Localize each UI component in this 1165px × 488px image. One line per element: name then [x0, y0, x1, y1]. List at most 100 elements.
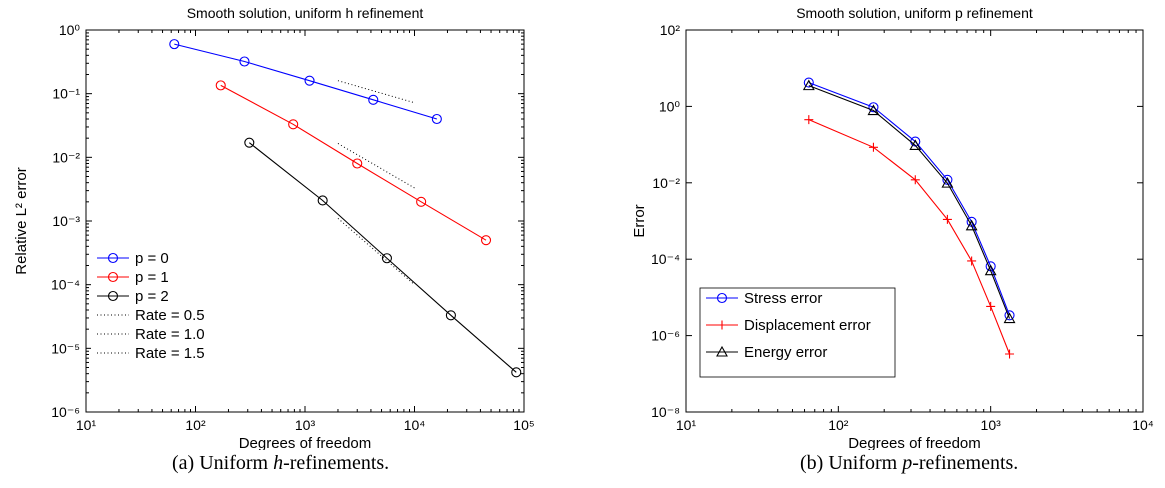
y-tick-label: 10⁻⁴: [651, 251, 680, 267]
data-point: [511, 367, 522, 378]
legend-marker: [716, 292, 728, 304]
y-tick-label: 10⁻⁴: [51, 277, 80, 293]
y-tick-label: 10⁻²: [52, 149, 80, 165]
data-point: [1003, 312, 1016, 324]
x-tick-label: 10⁵: [513, 417, 534, 433]
data-point: [1004, 310, 1015, 321]
y-tick-label: 10⁰: [659, 98, 681, 114]
data-point: [986, 301, 996, 311]
data-point: [803, 77, 814, 88]
legend-label: Rate = 0.5: [135, 307, 205, 324]
y-tick-label: 10⁻⁵: [51, 340, 80, 356]
series-p-0: [169, 39, 442, 125]
chart-a-x-axis-label: Degrees of freedom: [239, 435, 372, 450]
caption-a-italic: h: [273, 452, 284, 474]
chart-b-x-axis-label: Degrees of freedom: [848, 435, 981, 450]
x-tick-label: 10¹: [676, 417, 697, 433]
legend-marker: [107, 271, 119, 283]
data-point: [416, 196, 427, 207]
legend-label: Rate = 1.5: [135, 345, 205, 362]
caption-a: (a) Uniform h-refinements.: [172, 452, 389, 475]
data-point: [965, 219, 978, 231]
legend-label: p = 2: [135, 288, 169, 305]
data-point: [909, 139, 922, 151]
chart-p-refinement: Smooth solution, uniform p refinement De…: [631, 5, 1154, 450]
data-point: [1005, 349, 1015, 359]
series-line: [808, 85, 1011, 319]
series-rate-0-5: [337, 80, 415, 104]
y-tick-label: 10⁻⁸: [651, 404, 680, 420]
series-line: [220, 84, 487, 241]
series-line: [248, 142, 517, 373]
data-point: [868, 102, 879, 113]
x-tick-label: 10¹: [76, 417, 97, 433]
data-point: [941, 177, 954, 188]
data-point: [317, 195, 328, 206]
x-tick-label: 10⁴: [404, 417, 426, 433]
caption-a-suffix: -refinements.: [283, 452, 390, 474]
y-tick-label: 10⁻⁶: [651, 328, 680, 344]
data-point: [984, 264, 997, 276]
legend-label: p = 0: [135, 250, 169, 267]
legend: Stress error Displacement error Energy err…: [699, 287, 896, 378]
data-point: [445, 310, 456, 321]
legend-marker: [716, 345, 728, 357]
chart-b-title: Smooth solution, uniform p refinement: [796, 5, 1033, 21]
data-point: [288, 119, 299, 130]
legend-label: Energy error: [744, 344, 827, 361]
data-point: [867, 104, 880, 116]
data-point: [244, 137, 255, 148]
legend-label: Rate = 1.0: [135, 326, 205, 343]
series-rate-1-5: [337, 217, 415, 286]
plot-frame: [685, 29, 1144, 413]
series-line: [337, 143, 415, 189]
series-rate-1-0: [337, 143, 415, 189]
legend-marker: [717, 320, 727, 330]
data-point: [304, 75, 315, 86]
data-point: [868, 142, 878, 152]
data-point: [910, 175, 920, 185]
data-point: [942, 174, 953, 185]
y-tick-label: 10⁰: [59, 22, 81, 38]
series-line: [337, 217, 415, 286]
legend-label: p = 1: [135, 269, 169, 286]
data-point: [239, 56, 250, 67]
caption-a-text: Uniform: [199, 452, 269, 474]
series-displacement-error: [804, 115, 1015, 359]
y-tick-label: 10⁻³: [52, 213, 80, 229]
data-point: [942, 214, 952, 224]
data-point: [480, 235, 492, 246]
caption-b-suffix: -refinements.: [912, 452, 1019, 474]
chart-a-y-axis-label: Relative L² error: [13, 167, 30, 275]
legend-marker: [107, 252, 119, 264]
x-tick-label: 10⁴: [1132, 417, 1154, 433]
series-energy-error: [802, 79, 1016, 324]
caption-b-italic: p: [902, 452, 913, 474]
x-tick-label: 10²: [828, 417, 849, 433]
caption-a-label: (a): [172, 452, 195, 474]
chart-a-title: Smooth solution, uniform h refinement: [187, 5, 424, 21]
x-tick-label: 10³: [295, 417, 316, 433]
legend: p = 0 p = 1 p = 2 Rate = 0.5 Rate = 1.0 Rate …: [91, 248, 236, 370]
data-point: [431, 113, 442, 125]
y-tick-label: 10⁻⁶: [51, 404, 80, 420]
series-line: [174, 43, 438, 120]
series-p-1: [215, 80, 492, 246]
series-stress-error: [803, 77, 1015, 321]
legend-box: [699, 287, 896, 378]
x-tick-label: 10²: [185, 417, 206, 433]
figure-canvas: Smooth solution, uniform h refinement De…: [13, 5, 1154, 450]
data-point: [967, 256, 977, 266]
data-point: [802, 79, 815, 91]
y-tick-label: 10²: [660, 22, 681, 38]
chart-b-y-axis-label: Error: [631, 204, 648, 237]
caption-b: (b) Uniform p-refinements.: [800, 452, 1018, 475]
data-point: [169, 39, 180, 50]
data-point: [368, 94, 379, 105]
series-line: [337, 80, 415, 104]
legend-marker: [107, 290, 119, 302]
legend-label: Stress error: [744, 290, 822, 307]
legend-label: Displacement error: [744, 317, 871, 334]
data-point: [352, 158, 363, 169]
legend-box: [91, 248, 236, 370]
